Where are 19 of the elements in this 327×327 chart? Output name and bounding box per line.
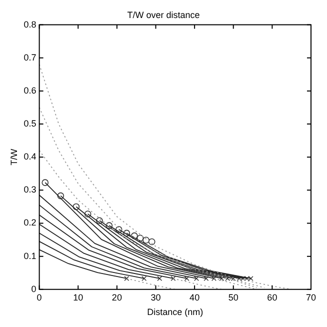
y-tick-label: 0.3 <box>24 184 36 195</box>
y-tick-label: 0.7 <box>24 52 36 62</box>
x-tick-label: 50 <box>228 292 238 302</box>
y-tick-label: 0 <box>31 284 36 294</box>
x-tick-label: 10 <box>73 292 84 302</box>
x-tick-label: 30 <box>150 292 161 302</box>
x-tick-label: 40 <box>190 292 200 302</box>
x-tick-label: 20 <box>112 292 122 302</box>
x-tick-label: 60 <box>267 292 278 302</box>
y-axis-title: T/W <box>8 148 19 166</box>
x-axis-title: Distance (nm) <box>147 307 204 318</box>
y-tick-label: 0.8 <box>24 19 36 30</box>
y-tick-label: 0.4 <box>24 152 36 162</box>
x-tick-label: 70 <box>306 292 316 302</box>
y-tick-label: 0.6 <box>24 85 36 96</box>
y-tick-label: 0.1 <box>24 250 36 261</box>
y-tick-label: 0.2 <box>24 218 36 228</box>
chart-title: T/W over distance <box>127 10 200 20</box>
y-tick-label: 0.5 <box>24 118 36 129</box>
